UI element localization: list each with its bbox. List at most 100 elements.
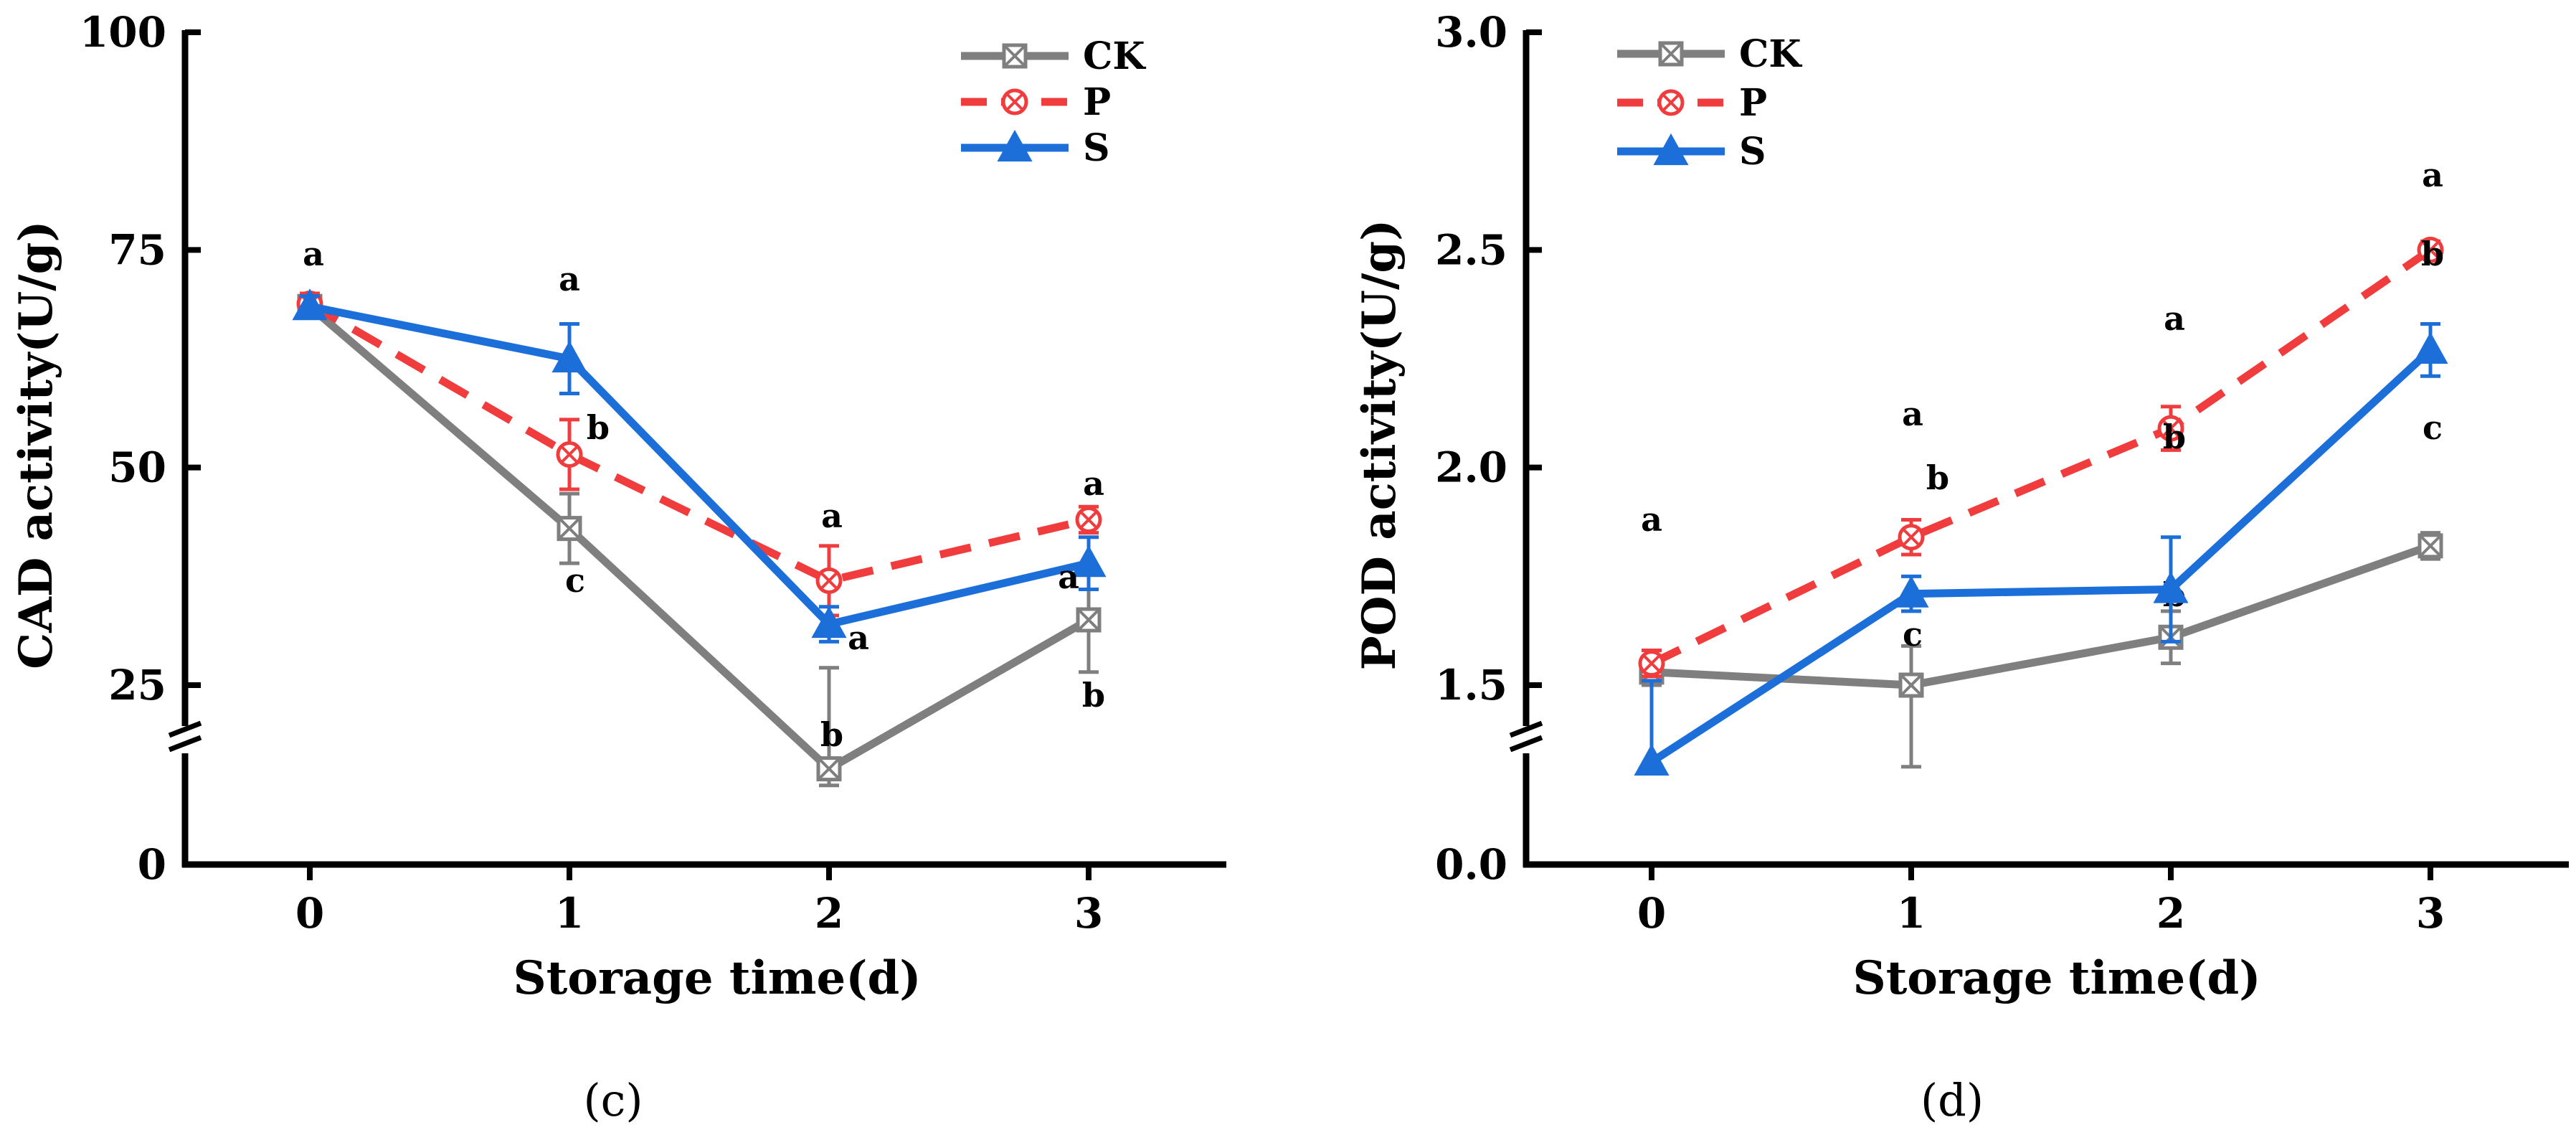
significance-letter: a bbox=[1902, 395, 1923, 433]
significance-letter: c bbox=[565, 561, 585, 600]
x-tick-label: 0 bbox=[295, 889, 324, 938]
significance-letter: c bbox=[2423, 408, 2443, 447]
series-line-p bbox=[1649, 246, 2433, 667]
y-tick-label: 0.0 bbox=[1435, 840, 1507, 889]
triangle-marker bbox=[2153, 571, 2189, 603]
data-point-ck bbox=[557, 516, 582, 542]
data-point-s bbox=[2412, 331, 2448, 364]
triangle-marker bbox=[1071, 545, 1107, 578]
cross-stroke bbox=[820, 571, 838, 590]
x-tick-label: 1 bbox=[555, 889, 584, 938]
significance-letter: a bbox=[303, 235, 324, 273]
triangle-marker bbox=[1893, 575, 1929, 608]
significance-letter: b bbox=[2421, 235, 2444, 273]
y-tick-label: 100 bbox=[80, 8, 166, 57]
axis-break-mark bbox=[1509, 735, 1543, 753]
significance-letter: b bbox=[2163, 418, 2186, 456]
legend-label-s: S bbox=[1083, 126, 1110, 170]
significance-letter: b bbox=[587, 408, 610, 447]
significance-letter: b bbox=[820, 715, 843, 754]
axis-break-mark bbox=[168, 735, 202, 753]
panel-c-label: (c) bbox=[583, 1074, 643, 1126]
cross-stroke bbox=[1662, 93, 1680, 112]
x-tick-label: 3 bbox=[1074, 889, 1103, 938]
significance-letter: c bbox=[1903, 615, 1923, 654]
data-point-s bbox=[292, 288, 328, 321]
cross-stroke bbox=[1079, 511, 1098, 529]
data-point-s bbox=[2153, 571, 2189, 603]
cross-stroke bbox=[817, 757, 841, 781]
cross-stroke bbox=[1642, 654, 1661, 673]
panel-d-label: (d) bbox=[1921, 1074, 1984, 1126]
legend-marker-s bbox=[1653, 133, 1689, 166]
significance-letter: a bbox=[559, 260, 580, 298]
y-tick-label: 2.0 bbox=[1435, 443, 1507, 492]
legend-label-p: P bbox=[1083, 80, 1111, 124]
cross-stroke bbox=[560, 446, 579, 463]
cross-stroke bbox=[1003, 44, 1027, 68]
legend-marker-s bbox=[997, 129, 1033, 162]
triangle-marker bbox=[811, 606, 847, 639]
panel-d-pod-chart: POD activity(U/g) Storage time(d) (d) 0.… bbox=[1353, 8, 2569, 1126]
series-p: a b a a bbox=[296, 235, 1104, 618]
series-p: a a a a bbox=[1638, 156, 2444, 679]
legend-label-s: S bbox=[1739, 130, 1766, 174]
data-point-s bbox=[1634, 743, 1670, 776]
axes: 0 25 50 75 100 0 1 2 3 bbox=[80, 8, 1226, 938]
significance-letter: b bbox=[1926, 458, 1949, 497]
cross-stroke bbox=[2161, 419, 2180, 438]
x-tick-label: 3 bbox=[2416, 889, 2445, 938]
x-tick-label: 0 bbox=[1637, 889, 1666, 938]
y-tick-label: 2.5 bbox=[1435, 225, 1507, 274]
triangle-marker bbox=[2412, 331, 2448, 364]
significance-letter: a bbox=[2422, 156, 2443, 194]
series-s: b b b bbox=[1634, 235, 2448, 776]
legend-marker-ck bbox=[1658, 41, 1684, 67]
data-point-s bbox=[1071, 545, 1107, 578]
legend-marker-p bbox=[1001, 88, 1028, 116]
data-point-p bbox=[1638, 650, 1665, 677]
axes: 0.0 1.5 2.0 2.5 3.0 0 1 2 3 bbox=[1435, 8, 2569, 938]
series-line-p bbox=[308, 300, 1090, 585]
cross-stroke bbox=[1902, 528, 1921, 547]
data-point-p bbox=[2157, 415, 2184, 442]
series-line-ck bbox=[1651, 542, 2432, 689]
y-tick-label: 75 bbox=[108, 225, 166, 274]
cross-stroke bbox=[1659, 42, 1683, 66]
triangle-marker bbox=[997, 129, 1033, 162]
data-point-p bbox=[815, 567, 843, 594]
series-line-ck bbox=[307, 303, 1091, 773]
cross-stroke bbox=[1076, 608, 1101, 632]
significance-letter: a bbox=[848, 618, 869, 657]
y-tick-label: 1.5 bbox=[1435, 661, 1507, 710]
significance-letter: b bbox=[1082, 676, 1105, 715]
cross-stroke bbox=[2418, 534, 2443, 558]
cross-stroke bbox=[1899, 673, 1923, 697]
axis-break-mark bbox=[168, 720, 202, 738]
legend-label-ck: CK bbox=[1739, 32, 1802, 76]
significance-letter: a bbox=[1083, 464, 1104, 503]
significance-letter: a bbox=[1641, 500, 1662, 539]
series-ck: c b c bbox=[1639, 408, 2443, 769]
panel-c-y-axis-title: CAD activity(U/g) bbox=[9, 220, 63, 669]
data-point-p bbox=[1898, 524, 1925, 551]
panel-c-cad-chart: CAD activity(U/g) Storage time(d) (c) 0 2… bbox=[9, 8, 1226, 1126]
y-tick-label: 0 bbox=[138, 840, 166, 889]
data-point-ck bbox=[816, 756, 842, 782]
panel-d-x-axis-title: Storage time(d) bbox=[1852, 951, 2260, 1005]
cross-stroke bbox=[1005, 93, 1024, 111]
triangle-marker bbox=[292, 288, 328, 321]
data-point-ck bbox=[2418, 533, 2443, 559]
series-line-s bbox=[1649, 347, 2433, 766]
data-point-ck bbox=[1898, 672, 1924, 698]
data-point-p bbox=[2417, 236, 2444, 263]
cross-stroke bbox=[2421, 240, 2440, 259]
significance-letter: a bbox=[1058, 557, 1079, 596]
legend-marker-ck bbox=[1002, 43, 1028, 69]
x-tick-label: 1 bbox=[1897, 889, 1926, 938]
data-point-p bbox=[1075, 506, 1102, 533]
y-tick-label: 25 bbox=[108, 661, 166, 710]
significance-letter: a bbox=[821, 496, 843, 535]
